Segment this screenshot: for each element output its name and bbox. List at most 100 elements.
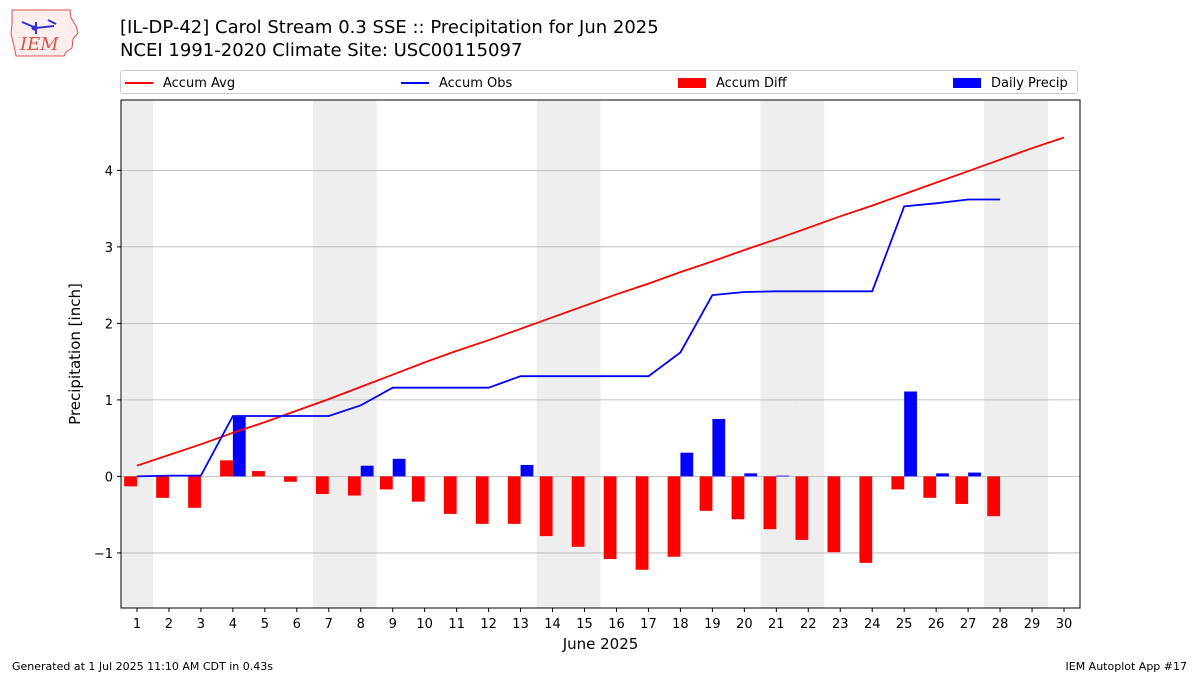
weekend-band-day-29 bbox=[1016, 100, 1049, 608]
accum-diff-bar bbox=[923, 476, 937, 498]
daily-precip-bar bbox=[680, 452, 694, 477]
accum-avg-line bbox=[136, 136, 1065, 467]
legend-swatch-accum-obs bbox=[401, 82, 429, 84]
x-tick-label: 15 bbox=[576, 617, 593, 632]
x-tick-label: 2 bbox=[165, 617, 173, 632]
accum-diff-bar bbox=[475, 476, 489, 524]
legend: Accum Avg Accum Obs Accum Diff Daily Pre… bbox=[120, 70, 1078, 94]
x-tick-label: 16 bbox=[608, 617, 625, 632]
weekend-band-day-8 bbox=[344, 100, 377, 608]
footer-generated-text: Generated at 1 Jul 2025 11:10 AM CDT in … bbox=[12, 660, 273, 673]
x-tick-label: 19 bbox=[704, 617, 721, 632]
weekend-band-day-1 bbox=[121, 100, 153, 608]
x-tick-label: 4 bbox=[229, 617, 237, 632]
accum-diff-bar bbox=[507, 476, 521, 524]
legend-swatch-daily-precip bbox=[953, 78, 981, 88]
daily-precip-bar bbox=[712, 419, 726, 477]
accum-diff-bar bbox=[571, 476, 585, 547]
accum-diff-bar bbox=[124, 476, 137, 487]
daily-precip-bar bbox=[904, 391, 917, 477]
accum-diff-bar bbox=[827, 476, 841, 553]
daily-precip-bar bbox=[776, 475, 790, 477]
x-tick-label: 7 bbox=[325, 617, 333, 632]
accum-diff-bar bbox=[891, 476, 905, 490]
daily-precip-bar bbox=[520, 464, 534, 477]
x-tick-label: 27 bbox=[960, 617, 977, 632]
x-tick-label: 17 bbox=[640, 617, 657, 632]
iem-logo: IEM bbox=[10, 9, 79, 57]
legend-item-accum-obs: Accum Obs bbox=[401, 74, 512, 92]
daily-precip-bar bbox=[360, 465, 374, 477]
y-tick-label: 4 bbox=[105, 164, 113, 179]
x-tick-label: 20 bbox=[736, 617, 753, 632]
x-axis-label: June 2025 bbox=[562, 635, 639, 653]
x-tick-label: 3 bbox=[197, 617, 205, 632]
x-tick-label: 10 bbox=[416, 617, 433, 632]
x-tick-label: 12 bbox=[480, 617, 497, 632]
accum-diff-bar bbox=[188, 476, 201, 508]
y-tick-label: 2 bbox=[105, 317, 113, 332]
accum-diff-bar bbox=[603, 476, 617, 560]
accum-diff-bar bbox=[379, 476, 393, 490]
x-tick-label: 5 bbox=[261, 617, 269, 632]
chart-title: [IL-DP-42] Carol Stream 0.3 SSE :: Preci… bbox=[120, 17, 659, 38]
y-axis-label: Precipitation [inch] bbox=[66, 283, 84, 425]
x-tick-label: 13 bbox=[512, 617, 529, 632]
chart-subtitle: NCEI 1991-2020 Climate Site: USC00115097 bbox=[120, 40, 523, 61]
iowa-state-outline-icon bbox=[10, 9, 79, 57]
x-tick-label: 24 bbox=[864, 617, 881, 632]
legend-label-daily-precip: Daily Precip bbox=[991, 75, 1068, 91]
legend-label-accum-diff: Accum Diff bbox=[716, 75, 787, 91]
daily-precip-bar bbox=[232, 416, 246, 477]
x-tick-label: 21 bbox=[768, 617, 785, 632]
x-tick-label: 14 bbox=[544, 617, 561, 632]
x-tick-label: 1 bbox=[133, 617, 141, 632]
accum-diff-bar bbox=[539, 476, 553, 537]
accum-diff-bar bbox=[987, 476, 1001, 517]
svg-text:IEM: IEM bbox=[19, 34, 59, 55]
weekend-band-day-28 bbox=[984, 100, 1017, 608]
daily-precip-bar bbox=[936, 473, 949, 477]
x-tick-label: 28 bbox=[992, 617, 1009, 632]
accum-diff-bar bbox=[699, 476, 713, 511]
accum-diff-bar bbox=[252, 471, 265, 477]
accum-diff-bar bbox=[411, 476, 425, 502]
accum-diff-bar bbox=[347, 476, 361, 496]
accum-obs-line bbox=[136, 198, 1001, 478]
y-tick-label: 3 bbox=[105, 241, 113, 256]
accum-diff-bar bbox=[156, 476, 169, 498]
legend-label-accum-avg: Accum Avg bbox=[163, 75, 236, 91]
accum-diff-bar bbox=[220, 460, 233, 477]
x-tick-label: 25 bbox=[896, 617, 913, 632]
footer-app-text: IEM Autoplot App #17 bbox=[1065, 660, 1188, 673]
accum-diff-bar bbox=[763, 476, 777, 530]
x-tick-label: 30 bbox=[1056, 617, 1073, 632]
daily-precip-bar bbox=[968, 472, 981, 477]
weekend-band-day-21 bbox=[760, 100, 793, 608]
x-tick-label: 26 bbox=[928, 617, 945, 632]
y-tick-label: 0 bbox=[105, 470, 113, 485]
x-tick-label: 23 bbox=[832, 617, 849, 632]
legend-swatch-accum-diff bbox=[678, 78, 706, 88]
y-tick-label: 1 bbox=[105, 394, 113, 409]
legend-item-accum-avg: Accum Avg bbox=[125, 74, 235, 92]
legend-item-accum-diff: Accum Diff bbox=[678, 74, 787, 92]
accum-diff-bar bbox=[284, 476, 297, 482]
daily-precip-bar bbox=[744, 473, 758, 477]
accum-diff-bar bbox=[795, 476, 809, 540]
accum-diff-bar bbox=[315, 476, 329, 495]
legend-swatch-accum-avg bbox=[125, 82, 153, 84]
accum-diff-bar bbox=[731, 476, 745, 520]
x-tick-label: 18 bbox=[672, 617, 689, 632]
x-tick-label: 6 bbox=[293, 617, 301, 632]
accum-diff-bar bbox=[667, 476, 681, 557]
x-tick-label: 9 bbox=[389, 617, 397, 632]
daily-precip-bar bbox=[392, 458, 406, 477]
legend-label-accum-obs: Accum Obs bbox=[439, 75, 513, 91]
lines bbox=[136, 136, 1065, 478]
legend-item-daily-precip: Daily Precip bbox=[953, 74, 1068, 92]
gridlines bbox=[121, 169, 1080, 554]
x-tick-label: 29 bbox=[1024, 617, 1041, 632]
